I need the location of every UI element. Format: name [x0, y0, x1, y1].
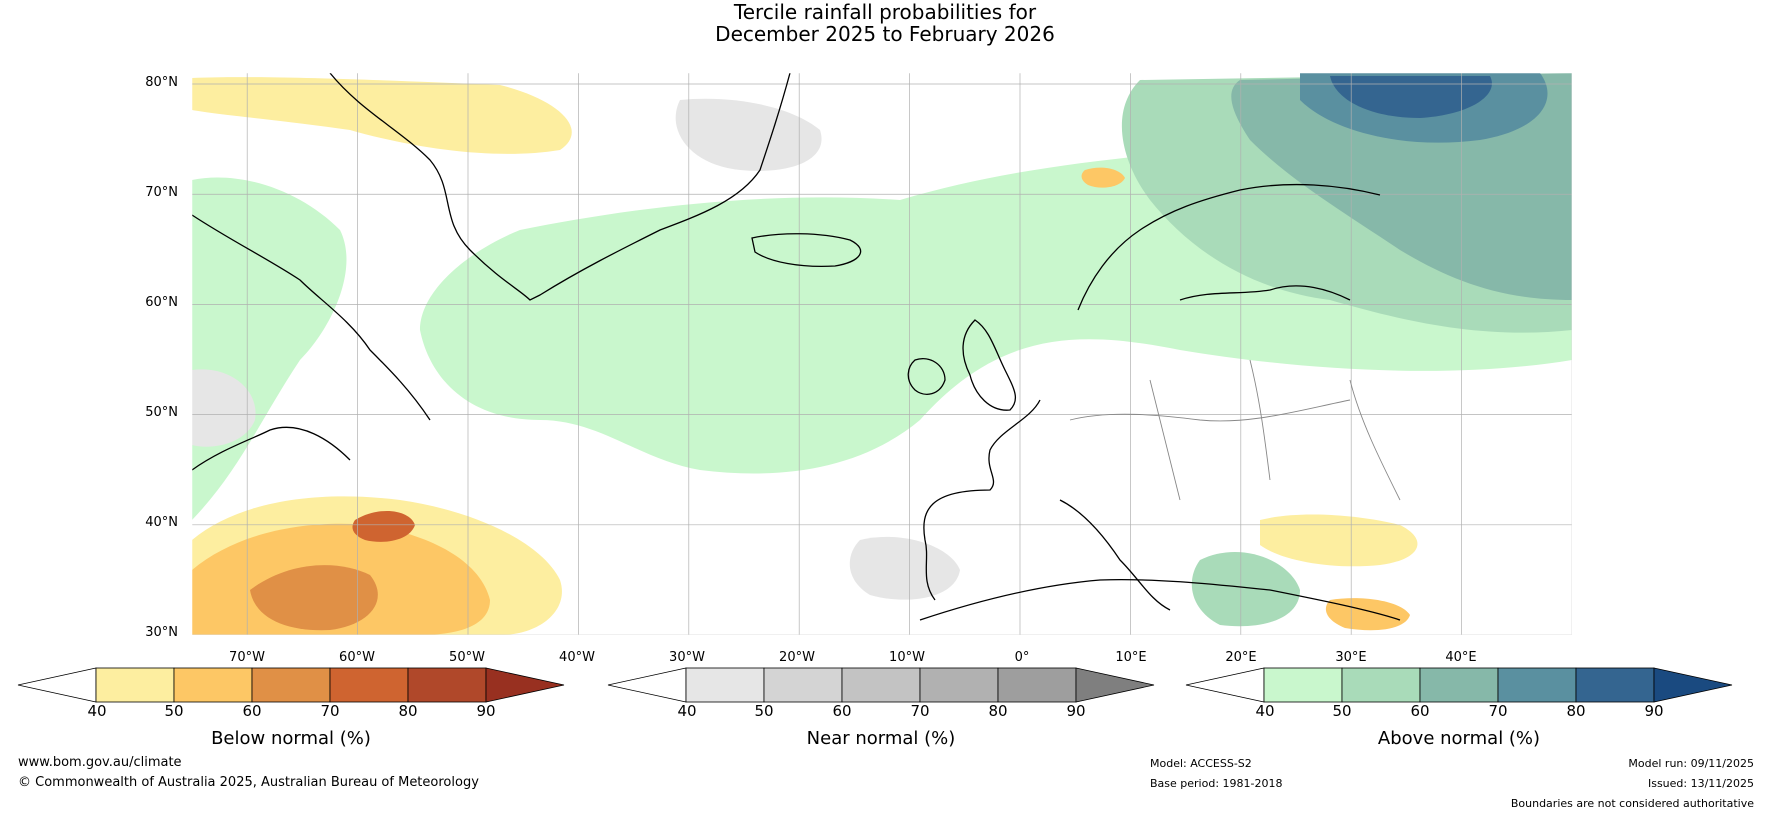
- colorbar-extension-high: [1653, 667, 1733, 703]
- lat-label-70n: 70°N: [145, 185, 178, 200]
- colorbar-extension-high: [1075, 667, 1155, 703]
- above-normal-eastmed: [1191, 551, 1300, 627]
- lat-label-40n: 40°N: [145, 515, 178, 530]
- above-normal-core: [1330, 76, 1492, 118]
- footer-base-period: Base period: 1981-2018: [1150, 777, 1283, 790]
- colorbar-near-normal: [607, 667, 1155, 703]
- cbar-above-tick-80: 80: [1566, 702, 1586, 720]
- lat-label-80n: 80°N: [145, 75, 178, 90]
- lon-label-40e: 40°E: [1445, 650, 1477, 665]
- lon-label-60w: 60°W: [339, 650, 375, 665]
- colorbar-extension-low: [1185, 667, 1265, 703]
- ireland-coast: [907, 358, 946, 395]
- cbar-below-tick-60: 60: [242, 702, 262, 720]
- colorbar-segment: [841, 667, 921, 703]
- cbar-near-tick-40: 40: [677, 702, 697, 720]
- cbar-above-title: Above normal (%): [1377, 728, 1541, 749]
- colorbar-segment: [1263, 667, 1343, 703]
- colorbar-segment: [407, 667, 487, 703]
- colorbar-segment: [685, 667, 765, 703]
- footer-disclaimer: Boundaries are not considered authoritat…: [1510, 797, 1754, 810]
- lon-label-20w: 20°W: [779, 650, 815, 665]
- colorbar-segment: [919, 667, 999, 703]
- map-title-line2: December 2025 to February 2026: [715, 22, 1055, 46]
- europe-west-coast: [923, 399, 1171, 611]
- colorbar-segment: [1497, 667, 1577, 703]
- footer-model-run: Model run: 09/11/2025: [1628, 757, 1754, 770]
- country-borders: [1069, 359, 1401, 501]
- cbar-near-tick-90: 90: [1066, 702, 1086, 720]
- map-area: [192, 73, 1572, 635]
- lon-label-0: 0°: [1014, 650, 1030, 665]
- colorbar-segment: [1575, 667, 1655, 703]
- map-frame: [191, 72, 1573, 636]
- cbar-below-tick-90: 90: [476, 702, 496, 720]
- colorbar-above-normal: [1185, 667, 1733, 703]
- coastlines: [192, 73, 1401, 621]
- lon-label-20e: 20°E: [1225, 650, 1257, 665]
- cbar-below-tick-70: 70: [320, 702, 340, 720]
- colorbar-below-normal: [17, 667, 565, 703]
- cbar-above-tick-50: 50: [1332, 702, 1352, 720]
- lon-label-50w: 50°W: [449, 650, 485, 665]
- colorbar-segment: [997, 667, 1077, 703]
- cbar-near-tick-70: 70: [910, 702, 930, 720]
- colorbar-segment: [251, 667, 331, 703]
- colorbar-segment: [1341, 667, 1421, 703]
- footer-model: Model: ACCESS-S2: [1150, 757, 1252, 770]
- footer-copyright: © Commonwealth of Australia 2025, Austra…: [18, 775, 479, 790]
- colorbar-segment: [1419, 667, 1499, 703]
- below-normal-sw-70: [250, 565, 378, 631]
- colorbar-segment: [95, 667, 175, 703]
- below-normal-sw-80: [352, 510, 415, 542]
- cbar-above-tick-40: 40: [1255, 702, 1275, 720]
- cbar-near-tick-80: 80: [988, 702, 1008, 720]
- colorbar-segment: [329, 667, 409, 703]
- colorbar-segment: [173, 667, 253, 703]
- lon-label-40w: 40°W: [559, 650, 595, 665]
- near-normal-patch-iberia: [849, 536, 960, 600]
- probability-fields: [192, 73, 1572, 635]
- map-title-line1: Tercile rainfall probabilities for: [733, 0, 1037, 24]
- cbar-above-tick-90: 90: [1644, 702, 1664, 720]
- footer-website: www.bom.gov.au/climate: [18, 755, 182, 770]
- cbar-near-tick-60: 60: [832, 702, 852, 720]
- cbar-below-tick-80: 80: [398, 702, 418, 720]
- north-africa-coast: [919, 579, 1401, 621]
- gridlines: [192, 73, 1572, 635]
- below-normal-northwest: [192, 77, 572, 154]
- below-normal-mediterranean: [1260, 514, 1418, 567]
- near-normal-patch-greenland: [675, 98, 822, 171]
- near-normal-patch-newfoundland: [192, 369, 256, 447]
- cbar-near-title: Near normal (%): [806, 728, 956, 749]
- lon-label-30w: 30°W: [669, 650, 705, 665]
- cbar-above-tick-70: 70: [1488, 702, 1508, 720]
- norway-coast: [1077, 183, 1381, 311]
- below-normal-icelandic-spot: [1081, 167, 1125, 188]
- colorbar-extension-low: [607, 667, 687, 703]
- lat-label-30n: 30°N: [145, 625, 178, 640]
- cbar-above-tick-60: 60: [1410, 702, 1430, 720]
- colorbar-segment: [763, 667, 843, 703]
- cbar-below-title: Below normal (%): [211, 728, 371, 749]
- greenland-coast: [329, 73, 791, 301]
- lat-label-60n: 60°N: [145, 295, 178, 310]
- lon-label-30e: 30°E: [1335, 650, 1367, 665]
- lon-label-10w: 10°W: [889, 650, 925, 665]
- lon-label-70w: 70°W: [229, 650, 265, 665]
- footer-issued: Issued: 13/11/2025: [1647, 777, 1754, 790]
- cbar-below-tick-40: 40: [87, 702, 107, 720]
- lat-label-50n: 50°N: [145, 405, 178, 420]
- baltic-coast: [1179, 285, 1351, 301]
- cbar-below-tick-50: 50: [164, 702, 184, 720]
- uk-coast: [962, 319, 1017, 411]
- colorbar-extension-high: [485, 667, 565, 703]
- lon-label-10e: 10°E: [1115, 650, 1147, 665]
- iceland-coast: [751, 233, 862, 268]
- cbar-near-tick-50: 50: [754, 702, 774, 720]
- colorbar-extension-low: [17, 667, 97, 703]
- canada-coast: [192, 214, 431, 471]
